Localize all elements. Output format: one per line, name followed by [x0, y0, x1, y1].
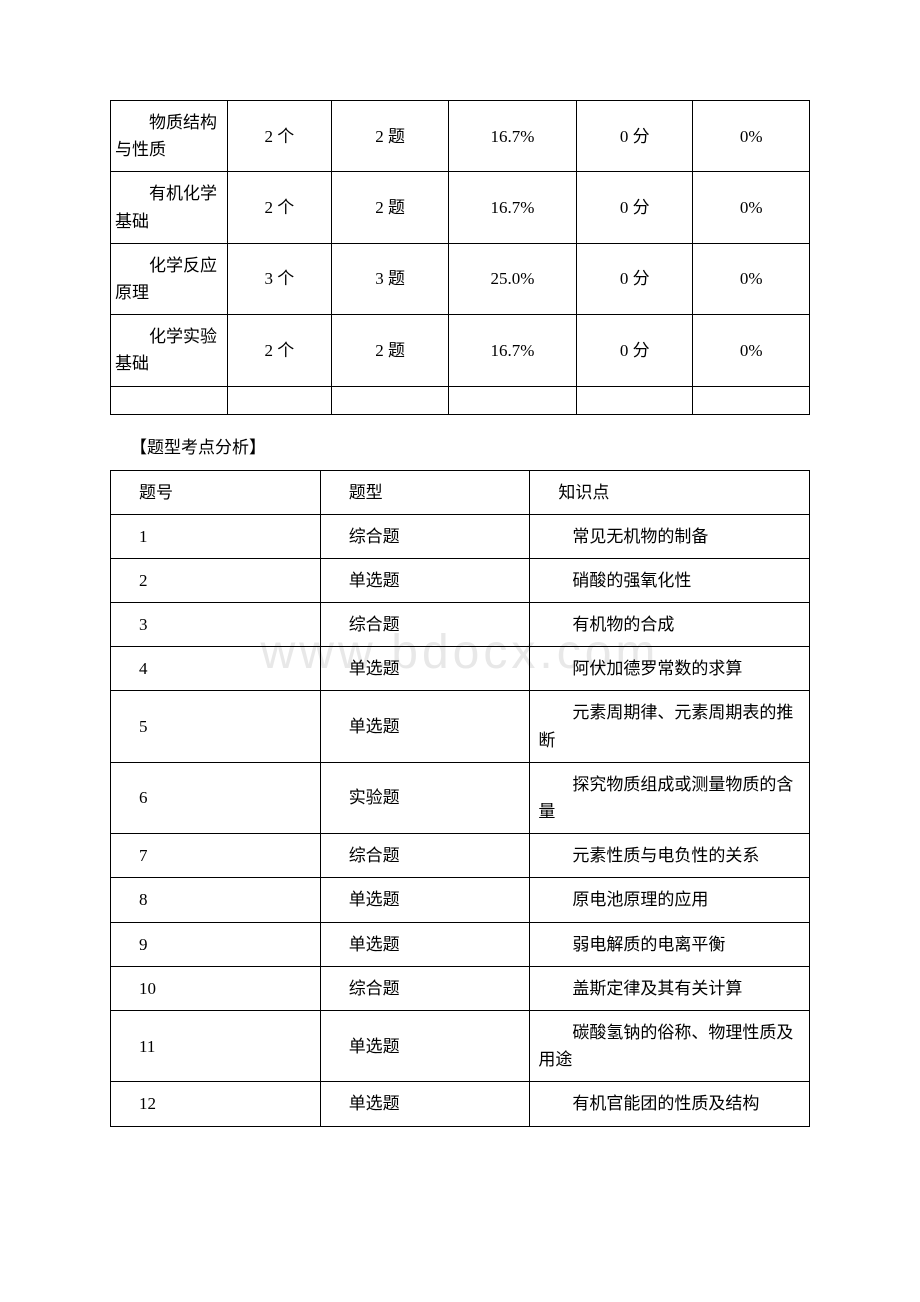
type-cell: 综合题 — [320, 514, 530, 558]
table-row: 11 单选题 碳酸氢钠的俗称、物理性质及用途 — [111, 1010, 810, 1081]
empty-cell — [332, 386, 449, 414]
point-cell: 硝酸的强氧化性 — [530, 558, 810, 602]
table-row: 10 综合题 盖斯定律及其有关计算 — [111, 966, 810, 1010]
point-cell: 碳酸氢钠的俗称、物理性质及用途 — [530, 1010, 810, 1081]
table-row: 7 综合题 元素性质与电负性的关系 — [111, 834, 810, 878]
table2-body: 题号 题型 知识点 1 综合题 常见无机物的制备 2 单选题 硝酸的强氧化性 3… — [111, 470, 810, 1126]
point-cell: 有机物的合成 — [530, 603, 810, 647]
topic-cell: 有机化学基础 — [111, 172, 228, 243]
section-title: 【题型考点分析】 — [130, 433, 810, 458]
point-cell: 盖斯定律及其有关计算 — [530, 966, 810, 1010]
empty-cell — [576, 386, 693, 414]
num-cell: 2 — [111, 558, 321, 602]
point-cell: 阿伏加德罗常数的求算 — [530, 647, 810, 691]
pct-cell: 16.7% — [448, 101, 576, 172]
point-cell: 常见无机物的制备 — [530, 514, 810, 558]
num-cell: 1 — [111, 514, 321, 558]
count-cell: 2 个 — [227, 172, 332, 243]
point-cell: 元素性质与电负性的关系 — [530, 834, 810, 878]
num-cell: 3 — [111, 603, 321, 647]
table-row: 5 单选题 元素周期律、元素周期表的推断 — [111, 691, 810, 762]
topic-cell: 化学实验基础 — [111, 315, 228, 386]
num-cell: 10 — [111, 966, 321, 1010]
score-cell: 0 分 — [576, 172, 693, 243]
num-cell: 7 — [111, 834, 321, 878]
point-cell: 元素周期律、元素周期表的推断 — [530, 691, 810, 762]
type-cell: 单选题 — [320, 878, 530, 922]
score-cell: 0 分 — [576, 101, 693, 172]
table-row: 物质结构与性质 2 个 2 题 16.7% 0 分 0% — [111, 101, 810, 172]
num-cell: 11 — [111, 1010, 321, 1081]
table-row: 化学反应原理 3 个 3 题 25.0% 0 分 0% — [111, 243, 810, 314]
type-cell: 单选题 — [320, 558, 530, 602]
type-cell: 单选题 — [320, 922, 530, 966]
table-header-row: 题号 题型 知识点 — [111, 470, 810, 514]
num-cell: 12 — [111, 1082, 321, 1126]
empty-cell — [448, 386, 576, 414]
table-row: 1 综合题 常见无机物的制备 — [111, 514, 810, 558]
point-cell: 探究物质组成或测量物质的含量 — [530, 762, 810, 833]
pct-cell: 25.0% — [448, 243, 576, 314]
questions-cell: 2 题 — [332, 101, 449, 172]
type-cell: 综合题 — [320, 834, 530, 878]
count-cell: 3 个 — [227, 243, 332, 314]
empty-cell — [227, 386, 332, 414]
topic-cell: 化学反应原理 — [111, 243, 228, 314]
pct-cell: 16.7% — [448, 172, 576, 243]
questions-cell: 2 题 — [332, 315, 449, 386]
table-row: 8 单选题 原电池原理的应用 — [111, 878, 810, 922]
topic-cell: 物质结构与性质 — [111, 101, 228, 172]
score-cell: 0 分 — [576, 315, 693, 386]
count-cell: 2 个 — [227, 315, 332, 386]
question-analysis-table: 题号 题型 知识点 1 综合题 常见无机物的制备 2 单选题 硝酸的强氧化性 3… — [110, 470, 810, 1127]
type-cell: 单选题 — [320, 691, 530, 762]
scorepct-cell: 0% — [693, 172, 810, 243]
count-cell: 2 个 — [227, 101, 332, 172]
empty-cell — [111, 386, 228, 414]
table-row: 有机化学基础 2 个 2 题 16.7% 0 分 0% — [111, 172, 810, 243]
pct-cell: 16.7% — [448, 315, 576, 386]
num-cell: 9 — [111, 922, 321, 966]
point-cell: 原电池原理的应用 — [530, 878, 810, 922]
table-row: 化学实验基础 2 个 2 题 16.7% 0 分 0% — [111, 315, 810, 386]
type-cell: 单选题 — [320, 1082, 530, 1126]
header-type: 题型 — [320, 470, 530, 514]
header-point: 知识点 — [530, 470, 810, 514]
num-cell: 6 — [111, 762, 321, 833]
num-cell: 8 — [111, 878, 321, 922]
table-empty-row — [111, 386, 810, 414]
table-row: 12 单选题 有机官能团的性质及结构 — [111, 1082, 810, 1126]
scorepct-cell: 0% — [693, 101, 810, 172]
table-row: 2 单选题 硝酸的强氧化性 — [111, 558, 810, 602]
point-cell: 弱电解质的电离平衡 — [530, 922, 810, 966]
empty-cell — [693, 386, 810, 414]
scorepct-cell: 0% — [693, 243, 810, 314]
type-cell: 综合题 — [320, 966, 530, 1010]
type-cell: 单选题 — [320, 1010, 530, 1081]
score-cell: 0 分 — [576, 243, 693, 314]
num-cell: 5 — [111, 691, 321, 762]
table-row: 6 实验题 探究物质组成或测量物质的含量 — [111, 762, 810, 833]
topic-distribution-table: 物质结构与性质 2 个 2 题 16.7% 0 分 0% 有机化学基础 2 个 … — [110, 100, 810, 415]
type-cell: 实验题 — [320, 762, 530, 833]
table-row: 9 单选题 弱电解质的电离平衡 — [111, 922, 810, 966]
table-row: 3 综合题 有机物的合成 — [111, 603, 810, 647]
num-cell: 4 — [111, 647, 321, 691]
questions-cell: 3 题 — [332, 243, 449, 314]
table1-body: 物质结构与性质 2 个 2 题 16.7% 0 分 0% 有机化学基础 2 个 … — [111, 101, 810, 415]
questions-cell: 2 题 — [332, 172, 449, 243]
type-cell: 单选题 — [320, 647, 530, 691]
point-cell: 有机官能团的性质及结构 — [530, 1082, 810, 1126]
header-num: 题号 — [111, 470, 321, 514]
table-row: 4 单选题 阿伏加德罗常数的求算 — [111, 647, 810, 691]
type-cell: 综合题 — [320, 603, 530, 647]
scorepct-cell: 0% — [693, 315, 810, 386]
